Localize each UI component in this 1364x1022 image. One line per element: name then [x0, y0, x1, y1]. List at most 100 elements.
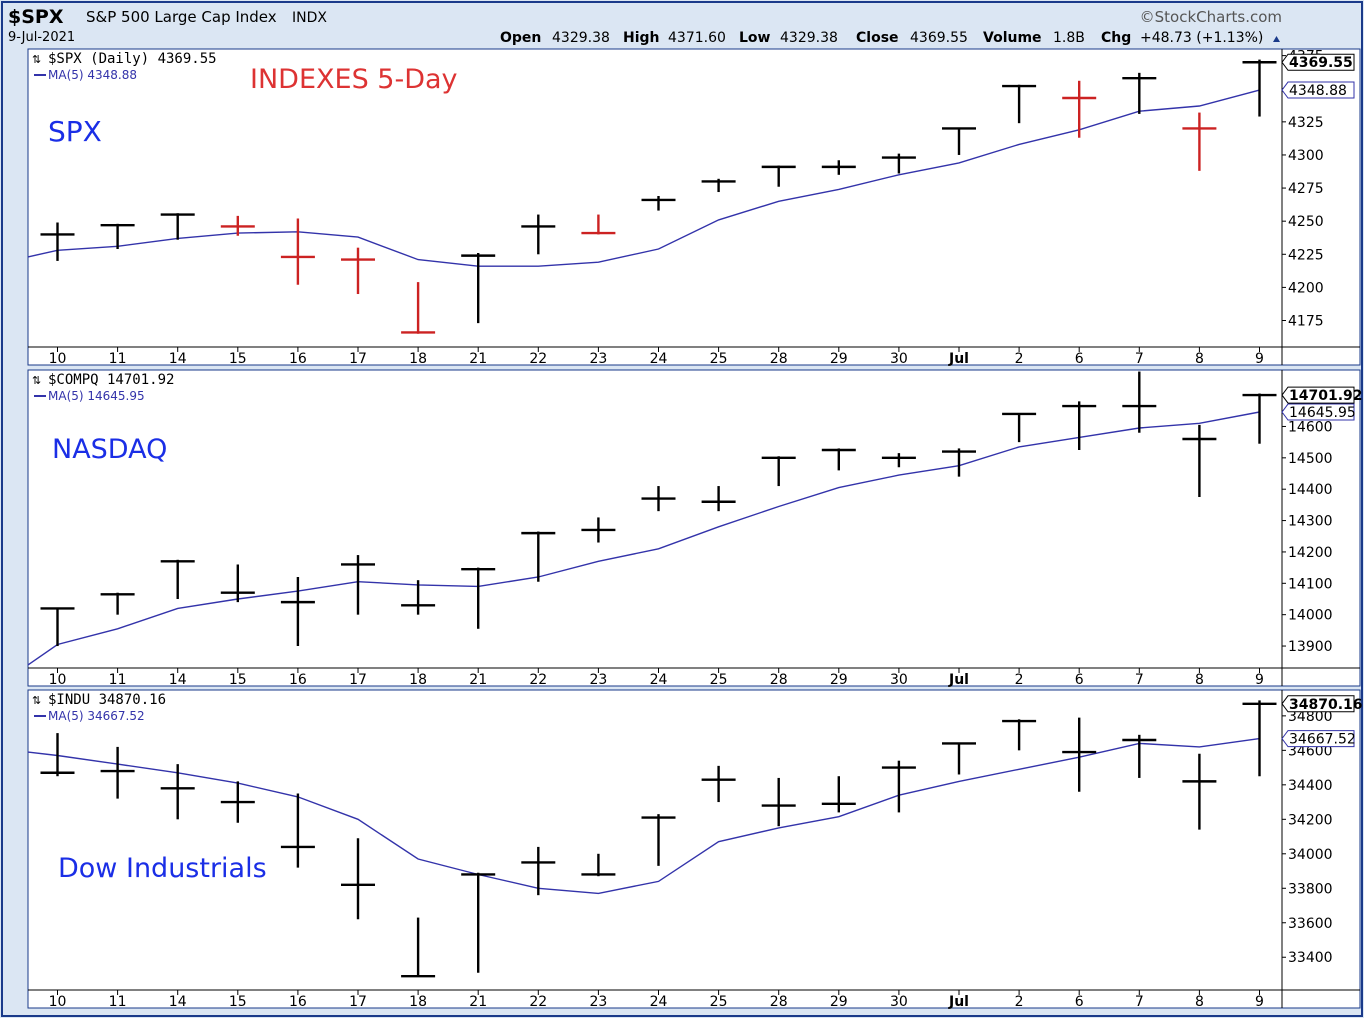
spx-ohlc-bar [160, 213, 195, 240]
dow-x-tick-label: 24 [650, 994, 668, 1010]
dow-ohlc-bar [160, 764, 195, 820]
nasdaq-legend-icon: ⇅ [32, 374, 41, 387]
spx-x-tick-label: 23 [589, 351, 607, 367]
header-date: 9-Jul-2021 [8, 30, 75, 45]
dow-x-tick-label: 6 [1075, 994, 1084, 1010]
spx-ohlc-bar [1062, 80, 1097, 138]
nasdaq-x-tick-label: 11 [109, 672, 127, 688]
nasdaq-legend-main: $COMPQ 14701.92 [48, 372, 174, 388]
spx-ohlc-bar [280, 218, 315, 285]
dow-ohlc-bar [461, 872, 496, 973]
header-symbol: $SPX [8, 6, 64, 28]
dow-y-tick-label: 33600 [1288, 916, 1333, 932]
spx-legend-main: $SPX (Daily) 4369.55 [48, 51, 217, 67]
spx-last-price-flag [1281, 53, 1355, 71]
dow-x-tick-label: 10 [49, 994, 67, 1010]
nasdaq-ohlc-bar [881, 453, 916, 468]
chg-value: +48.73 (+1.13%) [1140, 30, 1263, 46]
dow-ohlc-bar [401, 917, 436, 978]
spx-ohlc-bar [881, 153, 916, 174]
up-arrow-icon [1273, 36, 1280, 42]
nasdaq-y-tick-label: 14200 [1288, 545, 1333, 561]
dow-ohlc-bar [821, 776, 856, 813]
spx-x-tick-label: 18 [409, 351, 427, 367]
dow-ohlc-bar [220, 781, 255, 823]
nasdaq-x-tick-label: 15 [229, 672, 247, 688]
spx-x-tick-label: 7 [1135, 351, 1144, 367]
dow-ohlc-bar [641, 814, 676, 866]
dow-ma-price-flag-label: 34667.52 [1289, 732, 1356, 748]
spx-x-tick-label: 30 [890, 351, 908, 367]
spx-panel: 4175420042254250427543004325435043751011… [27, 48, 1361, 367]
dow-ohlc-bar [40, 733, 75, 777]
spx-x-tick-label: 11 [109, 351, 127, 367]
spx-legend-icon: ⇅ [32, 53, 41, 66]
spx-ohlc-bar [821, 160, 856, 175]
nasdaq-y-tick-label: 14500 [1288, 451, 1333, 467]
spx-y-tick-label: 4250 [1288, 214, 1324, 230]
nasdaq-x-tick-label: 8 [1195, 672, 1204, 688]
nasdaq-ohlc-bar [942, 448, 976, 477]
stockcharts-brand: ©StockCharts.com [1140, 8, 1282, 26]
spx-last-price-flag-label: 4369.55 [1289, 55, 1353, 71]
dow-legend-ma: MA(5) 34667.52 [48, 709, 145, 723]
nasdaq-x-tick-label: 24 [650, 672, 668, 688]
nasdaq-ohlc-bar [1182, 424, 1217, 498]
nasdaq-ohlc-bar [701, 486, 736, 512]
nasdaq-ma-price-flag-label: 14645.95 [1289, 405, 1356, 421]
nasdaq-last-price-flag [1281, 386, 1355, 404]
nasdaq-ohlc-bar [401, 580, 436, 615]
dow-x-tick-label: Jul [948, 994, 969, 1010]
dow-ohlc-bar [1242, 700, 1277, 777]
dow-x-tick-label: 29 [830, 994, 848, 1010]
high-value: 4371.60 [668, 30, 726, 46]
nasdaq-ohlc-bar [641, 486, 676, 512]
nasdaq-ohlc-bar [461, 567, 496, 629]
spx-x-tick-label: 10 [49, 351, 67, 367]
dow-x-tick-label: 17 [349, 994, 367, 1010]
close-label: Close [856, 30, 899, 46]
nasdaq-ohlc-bar [1002, 412, 1037, 443]
dow-x-tick-label: 28 [770, 994, 788, 1010]
spx-y-tick-label: 4325 [1288, 115, 1324, 131]
dow-last-price-flag-label: 34870.16 [1289, 697, 1363, 713]
spx-ohlc-bar [641, 196, 676, 211]
nasdaq-x-tick-label: Jul [948, 672, 969, 688]
spx-x-tick-label: 21 [469, 351, 487, 367]
spx-x-tick-label: 17 [349, 351, 367, 367]
dow-ohlc-bar [1002, 719, 1037, 751]
spx-ohlc-bar [341, 247, 375, 295]
dow-y-tick-label: 33800 [1288, 881, 1333, 897]
spx-ohlc-bar [1242, 59, 1277, 117]
volume-label: Volume [983, 30, 1042, 46]
low-label: Low [739, 30, 771, 46]
spx-ohlc-bar [761, 165, 796, 187]
dow-x-tick-label: 7 [1135, 994, 1144, 1010]
dow-x-tick-label: 22 [529, 994, 547, 1010]
open-label: Open [500, 30, 541, 46]
dow-ohlc-bar [1122, 734, 1157, 778]
nasdaq-x-tick-label: 22 [529, 672, 547, 688]
chg-label: Chg [1101, 30, 1131, 46]
nasdaq-x-tick-label: 16 [289, 672, 307, 688]
nasdaq-ohlc-bar [821, 448, 856, 471]
nasdaq-x-tick-label: 14 [169, 672, 187, 688]
nasdaq-x-tick-label: 21 [469, 672, 487, 688]
dow-x-tick-label: 8 [1195, 994, 1204, 1010]
nasdaq-legend-ma: MA(5) 14645.95 [48, 389, 145, 403]
header-exchange: INDX [292, 10, 327, 26]
spx-y-tick-label: 4175 [1288, 314, 1324, 330]
nasdaq-ohlc-bar [761, 456, 796, 487]
nasdaq-x-tick-label: 25 [710, 672, 728, 688]
spx-y-tick-label: 4225 [1288, 247, 1324, 263]
spx-x-tick-label: 15 [229, 351, 247, 367]
spx-x-tick-label: 28 [770, 351, 788, 367]
spx-legend-ma: MA(5) 4348.88 [48, 68, 137, 82]
nasdaq-x-tick-label: 2 [1015, 672, 1024, 688]
spx-x-tick-label: 22 [529, 351, 547, 367]
nasdaq-panel-background [27, 369, 1361, 687]
dow-y-tick-label: 34200 [1288, 812, 1333, 828]
nasdaq-y-tick-label: 14000 [1288, 608, 1333, 624]
nasdaq-y-tick-label: 14300 [1288, 514, 1333, 530]
